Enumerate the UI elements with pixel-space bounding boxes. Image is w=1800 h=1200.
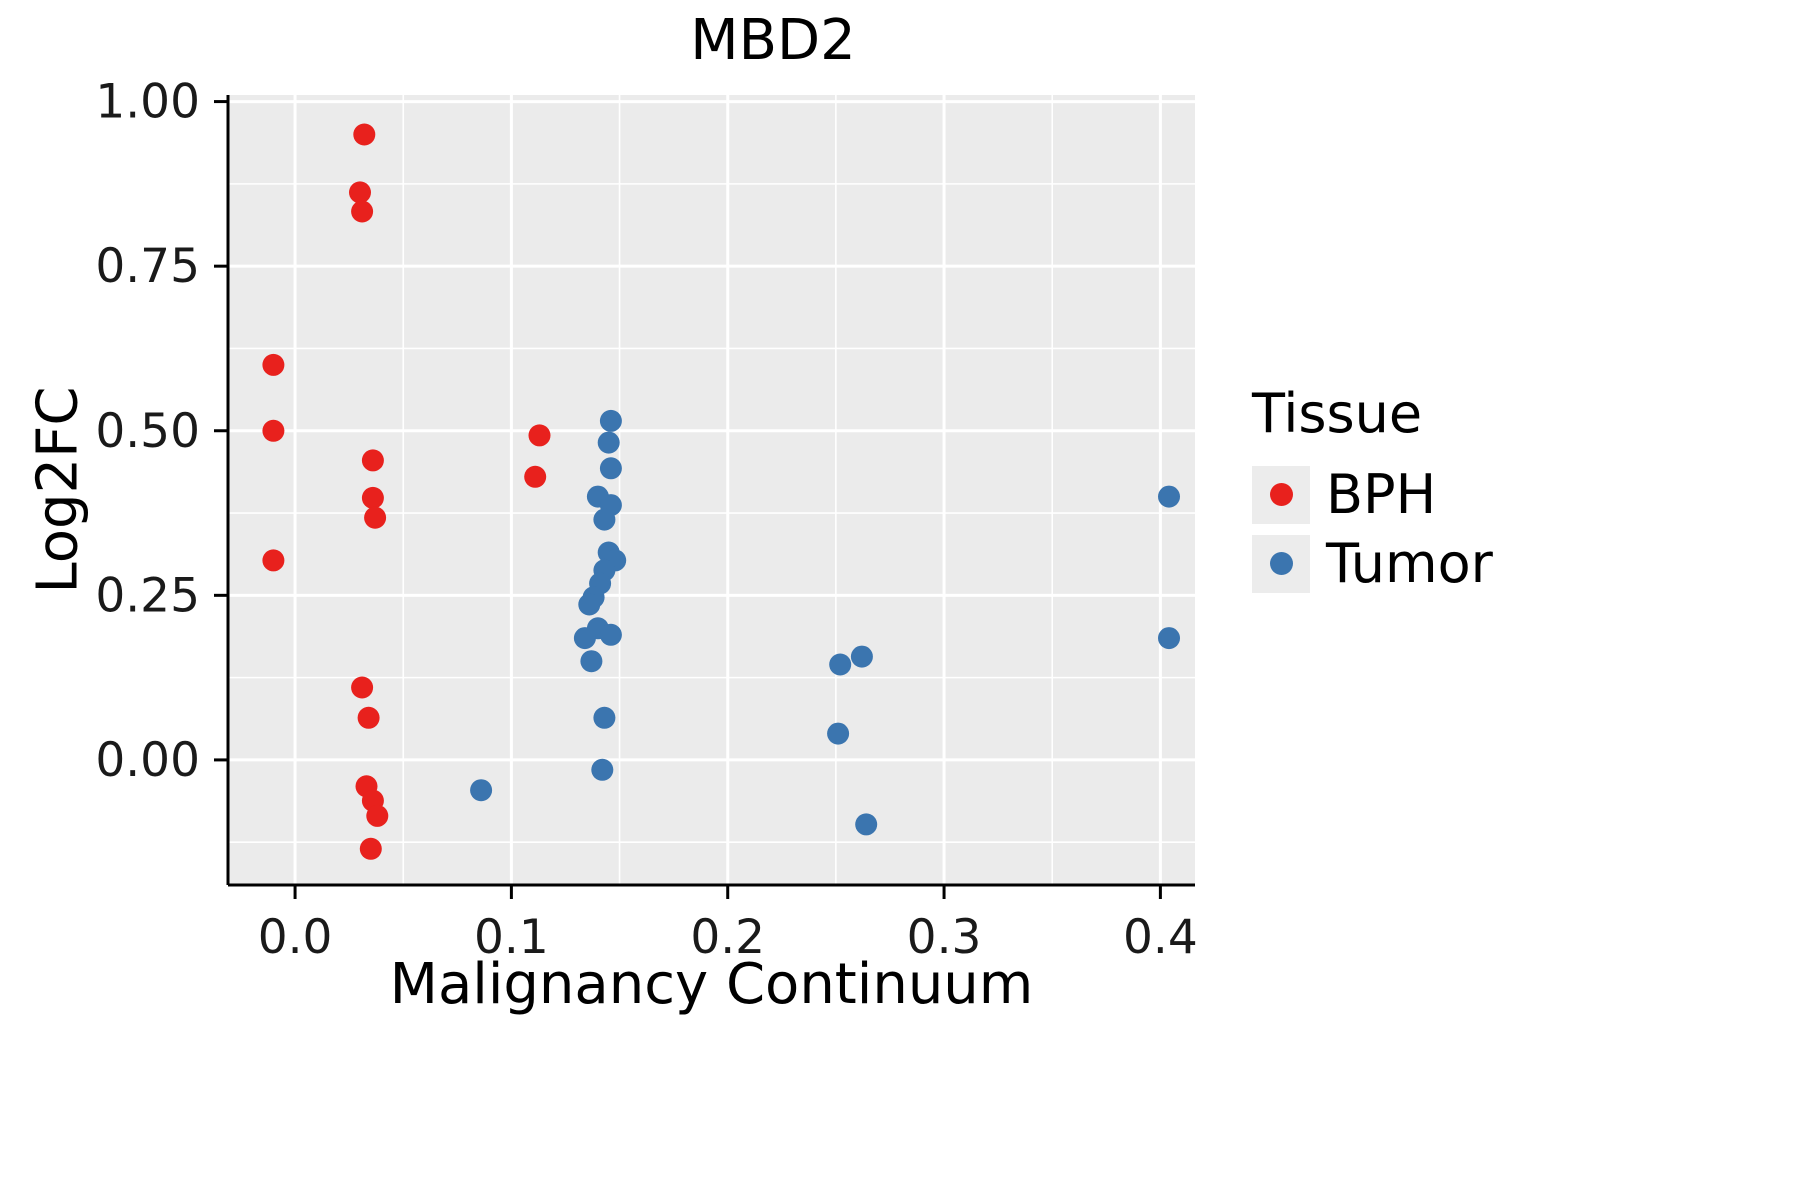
data-point-tumor [591,758,614,781]
data-point-tumor [1158,627,1180,650]
x-axis-title: Malignancy Continuum [389,952,1034,1017]
legend-key-tumor [1252,534,1310,593]
legend-item-bph: BPH [1252,463,1493,526]
y-tick-label: 0.50 [95,404,200,459]
data-point-tumor [850,645,873,668]
y-tick-label: 0.25 [95,568,200,623]
data-point-tumor [578,593,601,616]
legend-label-bph: BPH [1326,463,1437,526]
data-point-tumor [1158,485,1180,508]
data-point-bph [524,465,547,488]
legend: Tissue BPH Tumor [1252,382,1493,601]
chart-title: MBD2 [690,8,856,73]
data-point-tumor [580,650,603,673]
data-point-bph [353,123,376,146]
x-tick-label: 0.2 [690,910,765,965]
data-point-bph [366,804,389,827]
data-point-tumor [855,813,878,836]
data-point-tumor [599,457,622,480]
bph-point-icon [1269,483,1293,506]
data-point-bph [361,449,384,472]
data-point-bph [262,419,285,442]
data-point-bph [351,200,374,223]
legend-title: Tissue [1252,382,1423,445]
data-point-tumor [599,623,622,646]
legend-label-tumor: Tumor [1326,532,1493,595]
panel-background [228,95,1195,885]
data-point-bph [349,181,371,204]
y-tick-label: 0.75 [95,239,200,294]
data-point-tumor [597,431,620,454]
data-point-bph [361,486,384,509]
data-point-bph [357,706,380,729]
data-point-bph [364,506,387,529]
data-point-tumor [573,627,596,650]
data-point-bph [262,353,285,376]
legend-item-tumor: Tumor [1252,532,1493,595]
x-tick-label: 0.1 [474,910,549,965]
data-point-bph [359,837,382,860]
x-tick-label: 0.4 [1123,910,1198,965]
data-point-tumor [829,653,852,676]
legend-key-bph [1252,465,1310,524]
y-tick-label: 1.00 [95,75,200,130]
data-point-tumor [470,779,493,802]
x-tick-label: 0.3 [907,910,982,965]
x-tick-label: 0.0 [258,910,333,965]
data-point-tumor [599,409,622,432]
data-point-bph [262,549,285,572]
data-point-tumor [593,706,616,729]
data-point-tumor [827,722,850,745]
y-tick-label: 0.00 [95,733,200,788]
data-point-bph [351,676,374,699]
data-point-bph [528,424,551,447]
data-point-tumor [593,508,616,531]
tumor-point-icon [1269,552,1293,575]
